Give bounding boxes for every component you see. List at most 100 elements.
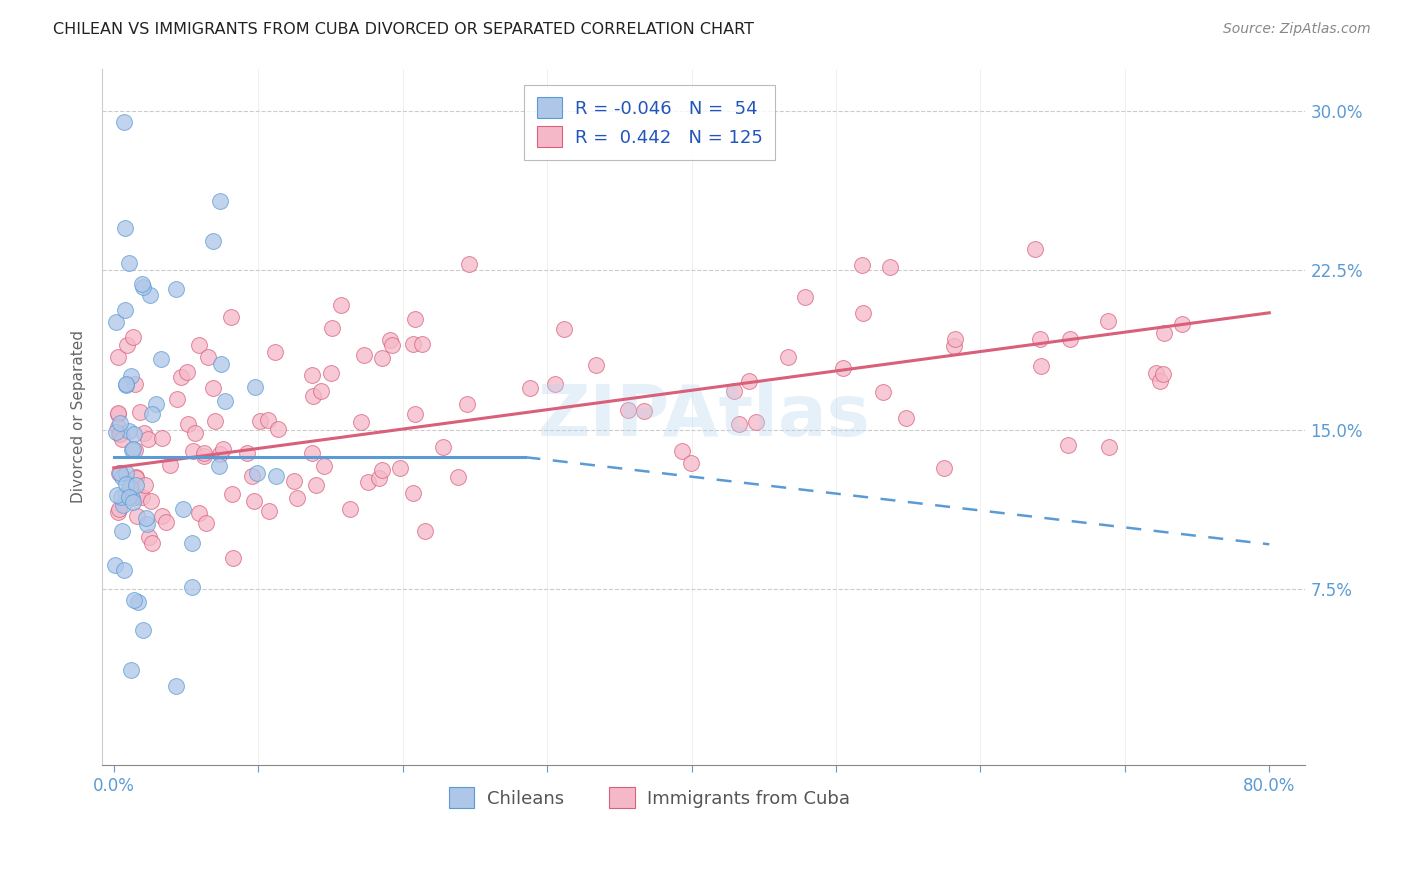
Point [108, 427, 131, 442]
Point [243, 493, 266, 508]
Point [107, 407, 129, 421]
Point [125, 478, 148, 492]
Point [122, 427, 145, 442]
Text: Source: ZipAtlas.com: Source: ZipAtlas.com [1223, 22, 1371, 37]
Point [114, 378, 136, 392]
Point [165, 679, 187, 693]
Point [125, 490, 148, 504]
Point [107, 420, 129, 434]
Point [188, 337, 211, 351]
Point [221, 487, 243, 501]
Point [413, 524, 436, 538]
Text: CHILEAN VS IMMIGRANTS FROM CUBA DIVORCED OR SEPARATED CORRELATION CHART: CHILEAN VS IMMIGRANTS FROM CUBA DIVORCED… [53, 22, 755, 37]
Point [169, 370, 191, 384]
Point [879, 260, 901, 274]
Point [1153, 326, 1175, 341]
Point [118, 256, 141, 270]
Point [108, 502, 131, 516]
Point [404, 311, 426, 326]
Point [124, 593, 146, 607]
Point [378, 333, 401, 347]
Point [617, 403, 640, 417]
Point [108, 467, 131, 481]
Y-axis label: Divorced or Separated: Divorced or Separated [72, 330, 86, 503]
Point [115, 477, 138, 491]
Point [257, 504, 280, 518]
Point [131, 491, 153, 505]
Point [181, 444, 204, 458]
Point [301, 446, 323, 460]
Point [793, 290, 815, 304]
Point [132, 623, 155, 637]
Point [544, 377, 567, 392]
Point [194, 516, 217, 530]
Point [127, 595, 149, 609]
Point [266, 468, 288, 483]
Point [243, 380, 266, 394]
Point [211, 442, 233, 456]
Point [357, 475, 380, 490]
Text: ZIPAtlas: ZIPAtlas [537, 383, 870, 451]
Point [150, 351, 173, 366]
Point [671, 443, 693, 458]
Point [330, 298, 353, 312]
Point [457, 257, 479, 271]
Point [110, 490, 132, 504]
Point [118, 424, 141, 438]
Point [447, 469, 470, 483]
Point [120, 663, 142, 677]
Point [943, 332, 966, 346]
Point [159, 458, 181, 473]
Point [943, 339, 966, 353]
Point [111, 432, 134, 446]
Point [738, 375, 761, 389]
Point [371, 351, 394, 366]
Point [1024, 242, 1046, 256]
Point [932, 461, 955, 475]
Point [208, 459, 231, 474]
Point [120, 480, 142, 494]
Point [236, 446, 259, 460]
Point [124, 443, 146, 458]
Point [165, 282, 187, 296]
Point [321, 321, 343, 335]
Point [264, 344, 287, 359]
Point [104, 315, 127, 329]
Point [172, 501, 194, 516]
Point [118, 490, 141, 504]
Point [141, 535, 163, 549]
Point [114, 376, 136, 391]
Point [1144, 366, 1167, 380]
Point [107, 350, 129, 364]
Point [257, 412, 280, 426]
Point [145, 397, 167, 411]
Point [111, 524, 134, 538]
Point [312, 459, 335, 474]
Point [104, 558, 127, 573]
Point [214, 394, 236, 409]
Point [633, 404, 655, 418]
Point [309, 384, 332, 398]
Point [201, 381, 224, 395]
Point [249, 414, 271, 428]
Point [112, 114, 135, 128]
Point [727, 417, 749, 431]
Point [121, 491, 143, 506]
Point [1171, 317, 1194, 331]
Point [776, 350, 799, 364]
Point [125, 488, 148, 502]
Point [166, 392, 188, 406]
Point [134, 478, 156, 492]
Point [388, 461, 411, 475]
Point [122, 442, 145, 457]
Point [115, 337, 138, 351]
Point [285, 491, 308, 505]
Point [1097, 314, 1119, 328]
Point [745, 415, 768, 429]
Point [114, 487, 136, 501]
Point [456, 397, 478, 411]
Point [104, 425, 127, 439]
Point [209, 194, 232, 208]
Point [136, 516, 159, 531]
Point [267, 422, 290, 436]
